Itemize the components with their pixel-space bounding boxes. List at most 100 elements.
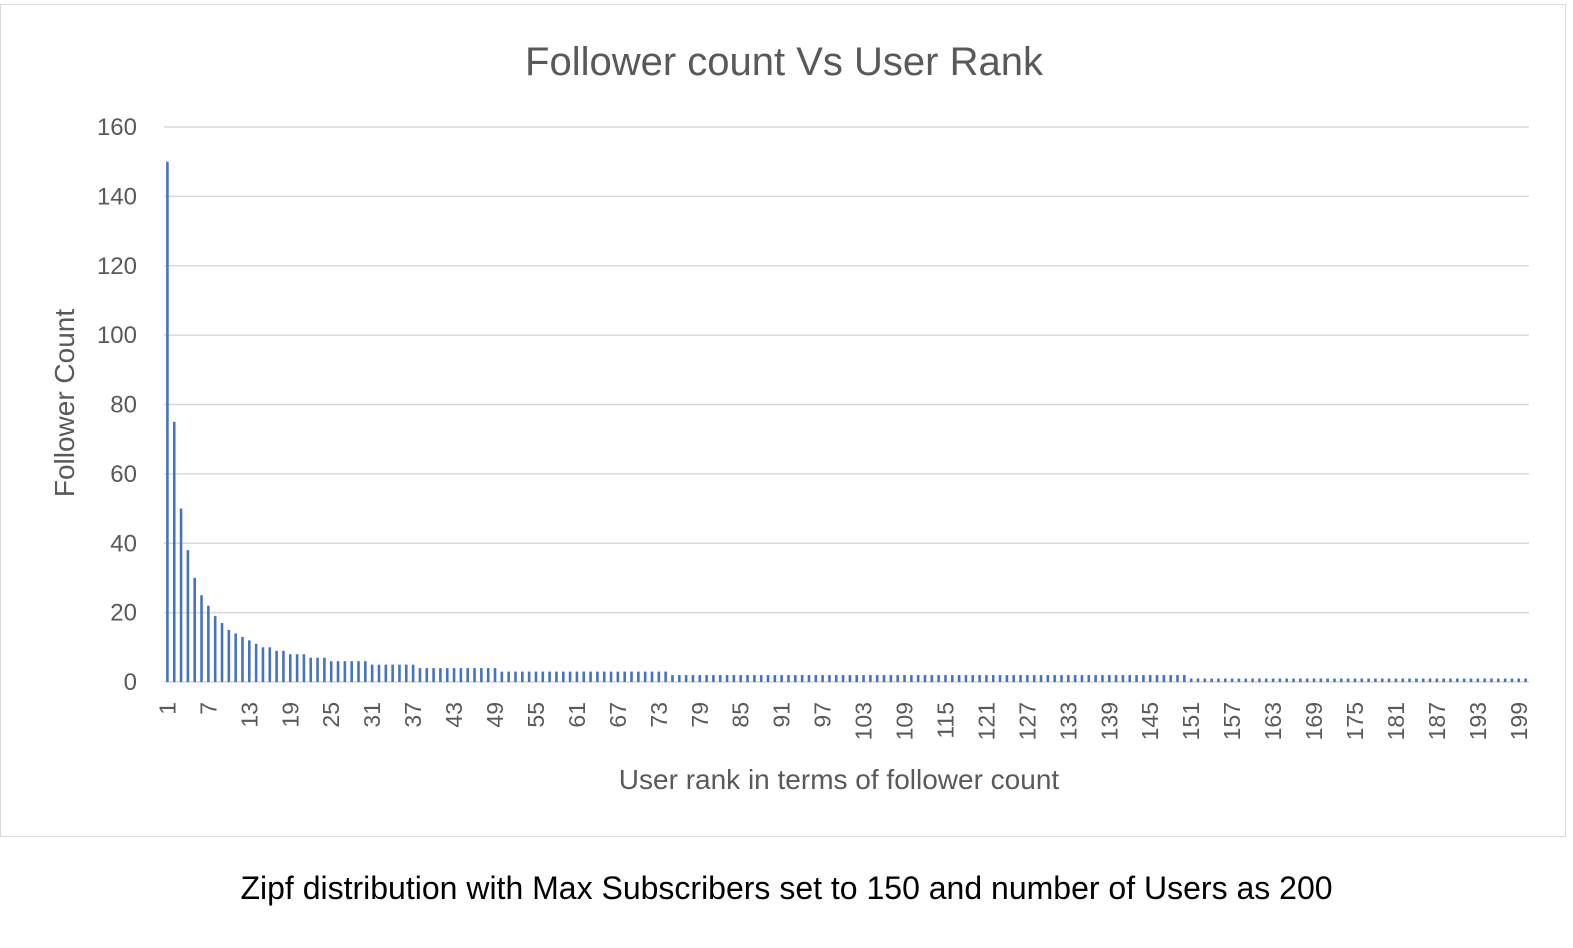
bar [521, 671, 524, 682]
x-tick-label: 169 [1301, 702, 1327, 740]
bar [1271, 678, 1275, 682]
bar [766, 675, 770, 682]
bar [370, 664, 374, 682]
x-axis-title: User rank in terms of follower count [619, 764, 1060, 795]
bar [841, 675, 845, 682]
x-tick-label: 115 [932, 702, 958, 739]
bar [179, 508, 183, 682]
x-tick-label: 67 [605, 702, 631, 728]
bar [882, 675, 886, 682]
bar [357, 661, 360, 682]
bar [1155, 675, 1159, 682]
bar [753, 675, 756, 682]
x-tick-label: 61 [564, 702, 590, 728]
bar [637, 671, 640, 682]
bar [1210, 678, 1213, 682]
x-tick-label: 25 [318, 702, 344, 728]
bar [1162, 675, 1166, 682]
bar [1067, 675, 1070, 682]
bar [950, 675, 954, 682]
bar [1094, 675, 1097, 682]
bar [1026, 675, 1029, 682]
bar [1073, 675, 1077, 682]
grid-lines [164, 126, 1529, 683]
bar [828, 675, 831, 682]
bar [514, 671, 517, 682]
bar [220, 623, 224, 682]
bar [1469, 678, 1473, 682]
bar [500, 671, 504, 682]
bar [780, 675, 783, 682]
bar [1510, 678, 1514, 682]
bar [404, 664, 408, 682]
x-tick-label: 181 [1383, 702, 1409, 740]
x-tick-label: 19 [277, 702, 303, 728]
bar [623, 671, 626, 682]
bar [1203, 678, 1207, 682]
x-tick-label: 97 [810, 702, 836, 728]
bar [1299, 678, 1302, 682]
bar [1387, 678, 1391, 682]
bar [439, 668, 442, 682]
bar [1380, 678, 1384, 682]
bar [213, 616, 217, 682]
bar [377, 664, 381, 682]
bar [998, 675, 1002, 682]
bar [575, 671, 579, 682]
x-tick-label: 85 [728, 702, 754, 728]
bar [684, 675, 688, 682]
bar [1237, 678, 1241, 682]
bar [589, 671, 592, 682]
x-tick-label: 133 [1055, 702, 1081, 740]
x-tick-label: 139 [1096, 702, 1122, 740]
x-tick-label: 193 [1465, 702, 1491, 740]
bar [855, 675, 859, 682]
bar [759, 675, 763, 682]
bar [602, 671, 606, 682]
bar [773, 675, 777, 682]
bar [1128, 675, 1132, 682]
bar [937, 675, 940, 682]
bar [486, 668, 490, 682]
bar [1312, 678, 1316, 682]
bar [1101, 675, 1104, 682]
y-tick-label: 120 [97, 253, 137, 280]
bar [800, 675, 804, 682]
bar [336, 661, 340, 682]
bar [630, 671, 633, 682]
bar [480, 668, 483, 682]
bar [1462, 678, 1466, 682]
bar [295, 654, 299, 682]
y-tick-label: 160 [97, 114, 137, 141]
bar [555, 671, 558, 682]
bar [166, 161, 169, 682]
bar [1196, 678, 1200, 682]
bar [288, 654, 292, 682]
bar [548, 671, 551, 682]
bar [869, 675, 872, 682]
x-tick-label: 55 [523, 702, 549, 728]
bar [1183, 675, 1186, 682]
bar [616, 671, 620, 682]
y-tick-label: 100 [97, 322, 137, 349]
bar [1039, 675, 1043, 682]
bar [1251, 678, 1254, 682]
bar [964, 675, 968, 682]
bar [1319, 678, 1323, 682]
bar [875, 675, 879, 682]
chart-canvas: Follower count Vs User Rank 0 20 40 60 80 100… [49, 40, 1532, 795]
bar [534, 671, 538, 682]
bar [493, 668, 497, 682]
x-tick-label: 175 [1342, 702, 1368, 740]
bar [1421, 678, 1425, 682]
bar [1326, 678, 1329, 682]
bar [172, 421, 176, 682]
bar [677, 675, 681, 682]
bar [1456, 678, 1459, 682]
bar [384, 664, 388, 682]
x-tick-label: 37 [400, 702, 426, 728]
bar [1012, 675, 1016, 682]
bar [1135, 675, 1138, 682]
y-tick-label: 60 [110, 461, 137, 488]
bar [329, 661, 333, 682]
